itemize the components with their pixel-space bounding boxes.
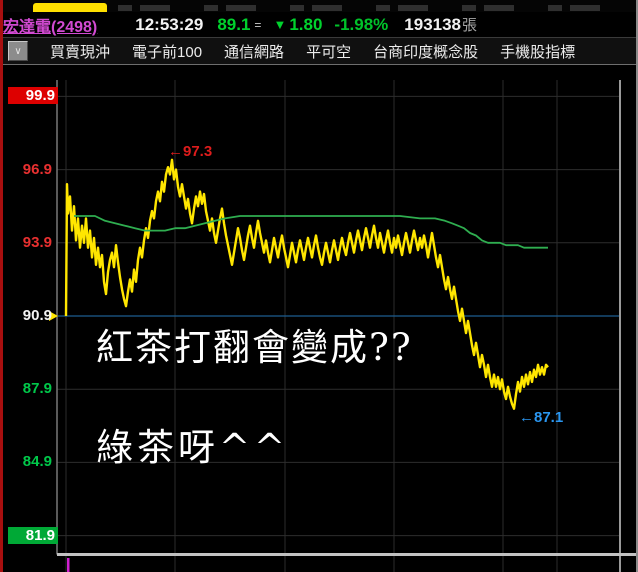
last-price: 89.1 bbox=[217, 14, 251, 34]
menu-item[interactable]: 平可空 bbox=[306, 43, 352, 61]
category-menu-bar: ∨ 買賣現沖 電子前100 通信網路 平可空 台商印度概念股 手機股指標 bbox=[0, 37, 638, 65]
menu-items: 買賣現沖 電子前100 通信網路 平可空 台商印度概念股 手機股指標 bbox=[28, 41, 575, 62]
reference-price-marker bbox=[49, 311, 58, 321]
meme-caption-line2: 綠茶呀^^ bbox=[96, 426, 290, 469]
active-tab-fragment[interactable] bbox=[33, 3, 107, 12]
price-line bbox=[64, 158, 549, 410]
axis-tick-90.9: 90.9 bbox=[22, 307, 52, 324]
clipped-tab-strip bbox=[0, 0, 638, 12]
meme-caption-line1: 紅茶打翻會變成?? bbox=[96, 326, 413, 369]
window-right-border bbox=[636, 0, 638, 572]
menu-item[interactable]: 買賣現沖 bbox=[50, 43, 111, 61]
average-line bbox=[74, 215, 548, 249]
down-arrow-icon: ▼ bbox=[273, 17, 287, 32]
high-annotation: ←97.3 bbox=[168, 143, 213, 160]
quote-info-bar: 宏達電(2498) 12:53:29 89.1 = ▼ 1.80 -1.98% … bbox=[0, 12, 638, 37]
menu-item[interactable]: 手機股指標 bbox=[500, 43, 576, 61]
tab-fragments bbox=[118, 5, 618, 11]
volume-unit: 張 bbox=[462, 17, 478, 34]
axis-tick-84.9: 84.9 bbox=[22, 453, 52, 471]
axis-tick-87.9: 87.9 bbox=[22, 380, 52, 398]
price-change-percent: -1.98% bbox=[334, 14, 389, 34]
chevron-down-icon[interactable]: ∨ bbox=[8, 41, 28, 61]
quote-time: 12:53:29 bbox=[135, 14, 204, 34]
left-red-stripe bbox=[0, 0, 3, 572]
axis-tick-93.9: 93.9 bbox=[22, 233, 52, 251]
axis-tick-96.9: 96.9 bbox=[22, 160, 52, 178]
low-annotation: ←87.1 bbox=[519, 409, 564, 426]
axis-tick-99.9: 99.9 bbox=[8, 87, 58, 105]
total-volume: 193138 bbox=[404, 14, 462, 34]
volume-bar bbox=[67, 558, 70, 572]
menu-item[interactable]: 通信網路 bbox=[224, 43, 285, 61]
axis-tick-81.9: 81.9 bbox=[8, 526, 58, 544]
menu-item[interactable]: 電子前100 bbox=[132, 43, 203, 61]
equals-sign: = bbox=[254, 17, 262, 32]
stock-name-link[interactable]: 宏達電(2498) bbox=[3, 18, 98, 36]
menu-item[interactable]: 台商印度概念股 bbox=[373, 43, 479, 61]
price-change: 1.80 bbox=[289, 14, 323, 34]
